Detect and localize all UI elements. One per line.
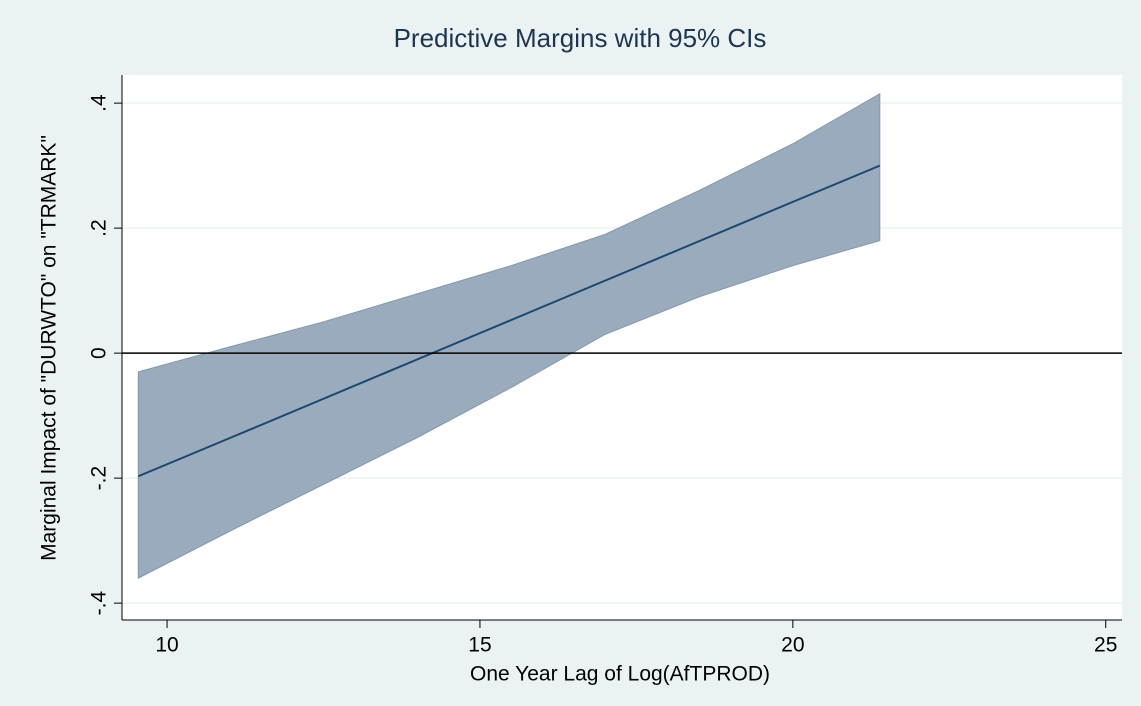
y-tick-label: -.4 [88,591,111,616]
chart-title: Predictive Margins with 95% CIs [394,23,767,53]
y-axis-label: Marginal Impact of "DURWTO" on "TRMARK" [38,135,61,561]
y-tick-label: .2 [88,219,111,237]
x-tick-label: 15 [468,634,491,657]
x-tick-label: 20 [781,634,804,657]
ci-band [137,92,881,579]
margin-line [137,164,881,478]
x-tick-label: 25 [1094,634,1117,657]
x-axis-label: One Year Lag of Log(AfTPROD) [470,663,770,686]
y-tick-label: 0 [88,347,111,359]
y-tick-label: .4 [88,94,111,112]
x-tick-label: 10 [155,634,178,657]
y-tick-label: -.2 [88,466,111,491]
